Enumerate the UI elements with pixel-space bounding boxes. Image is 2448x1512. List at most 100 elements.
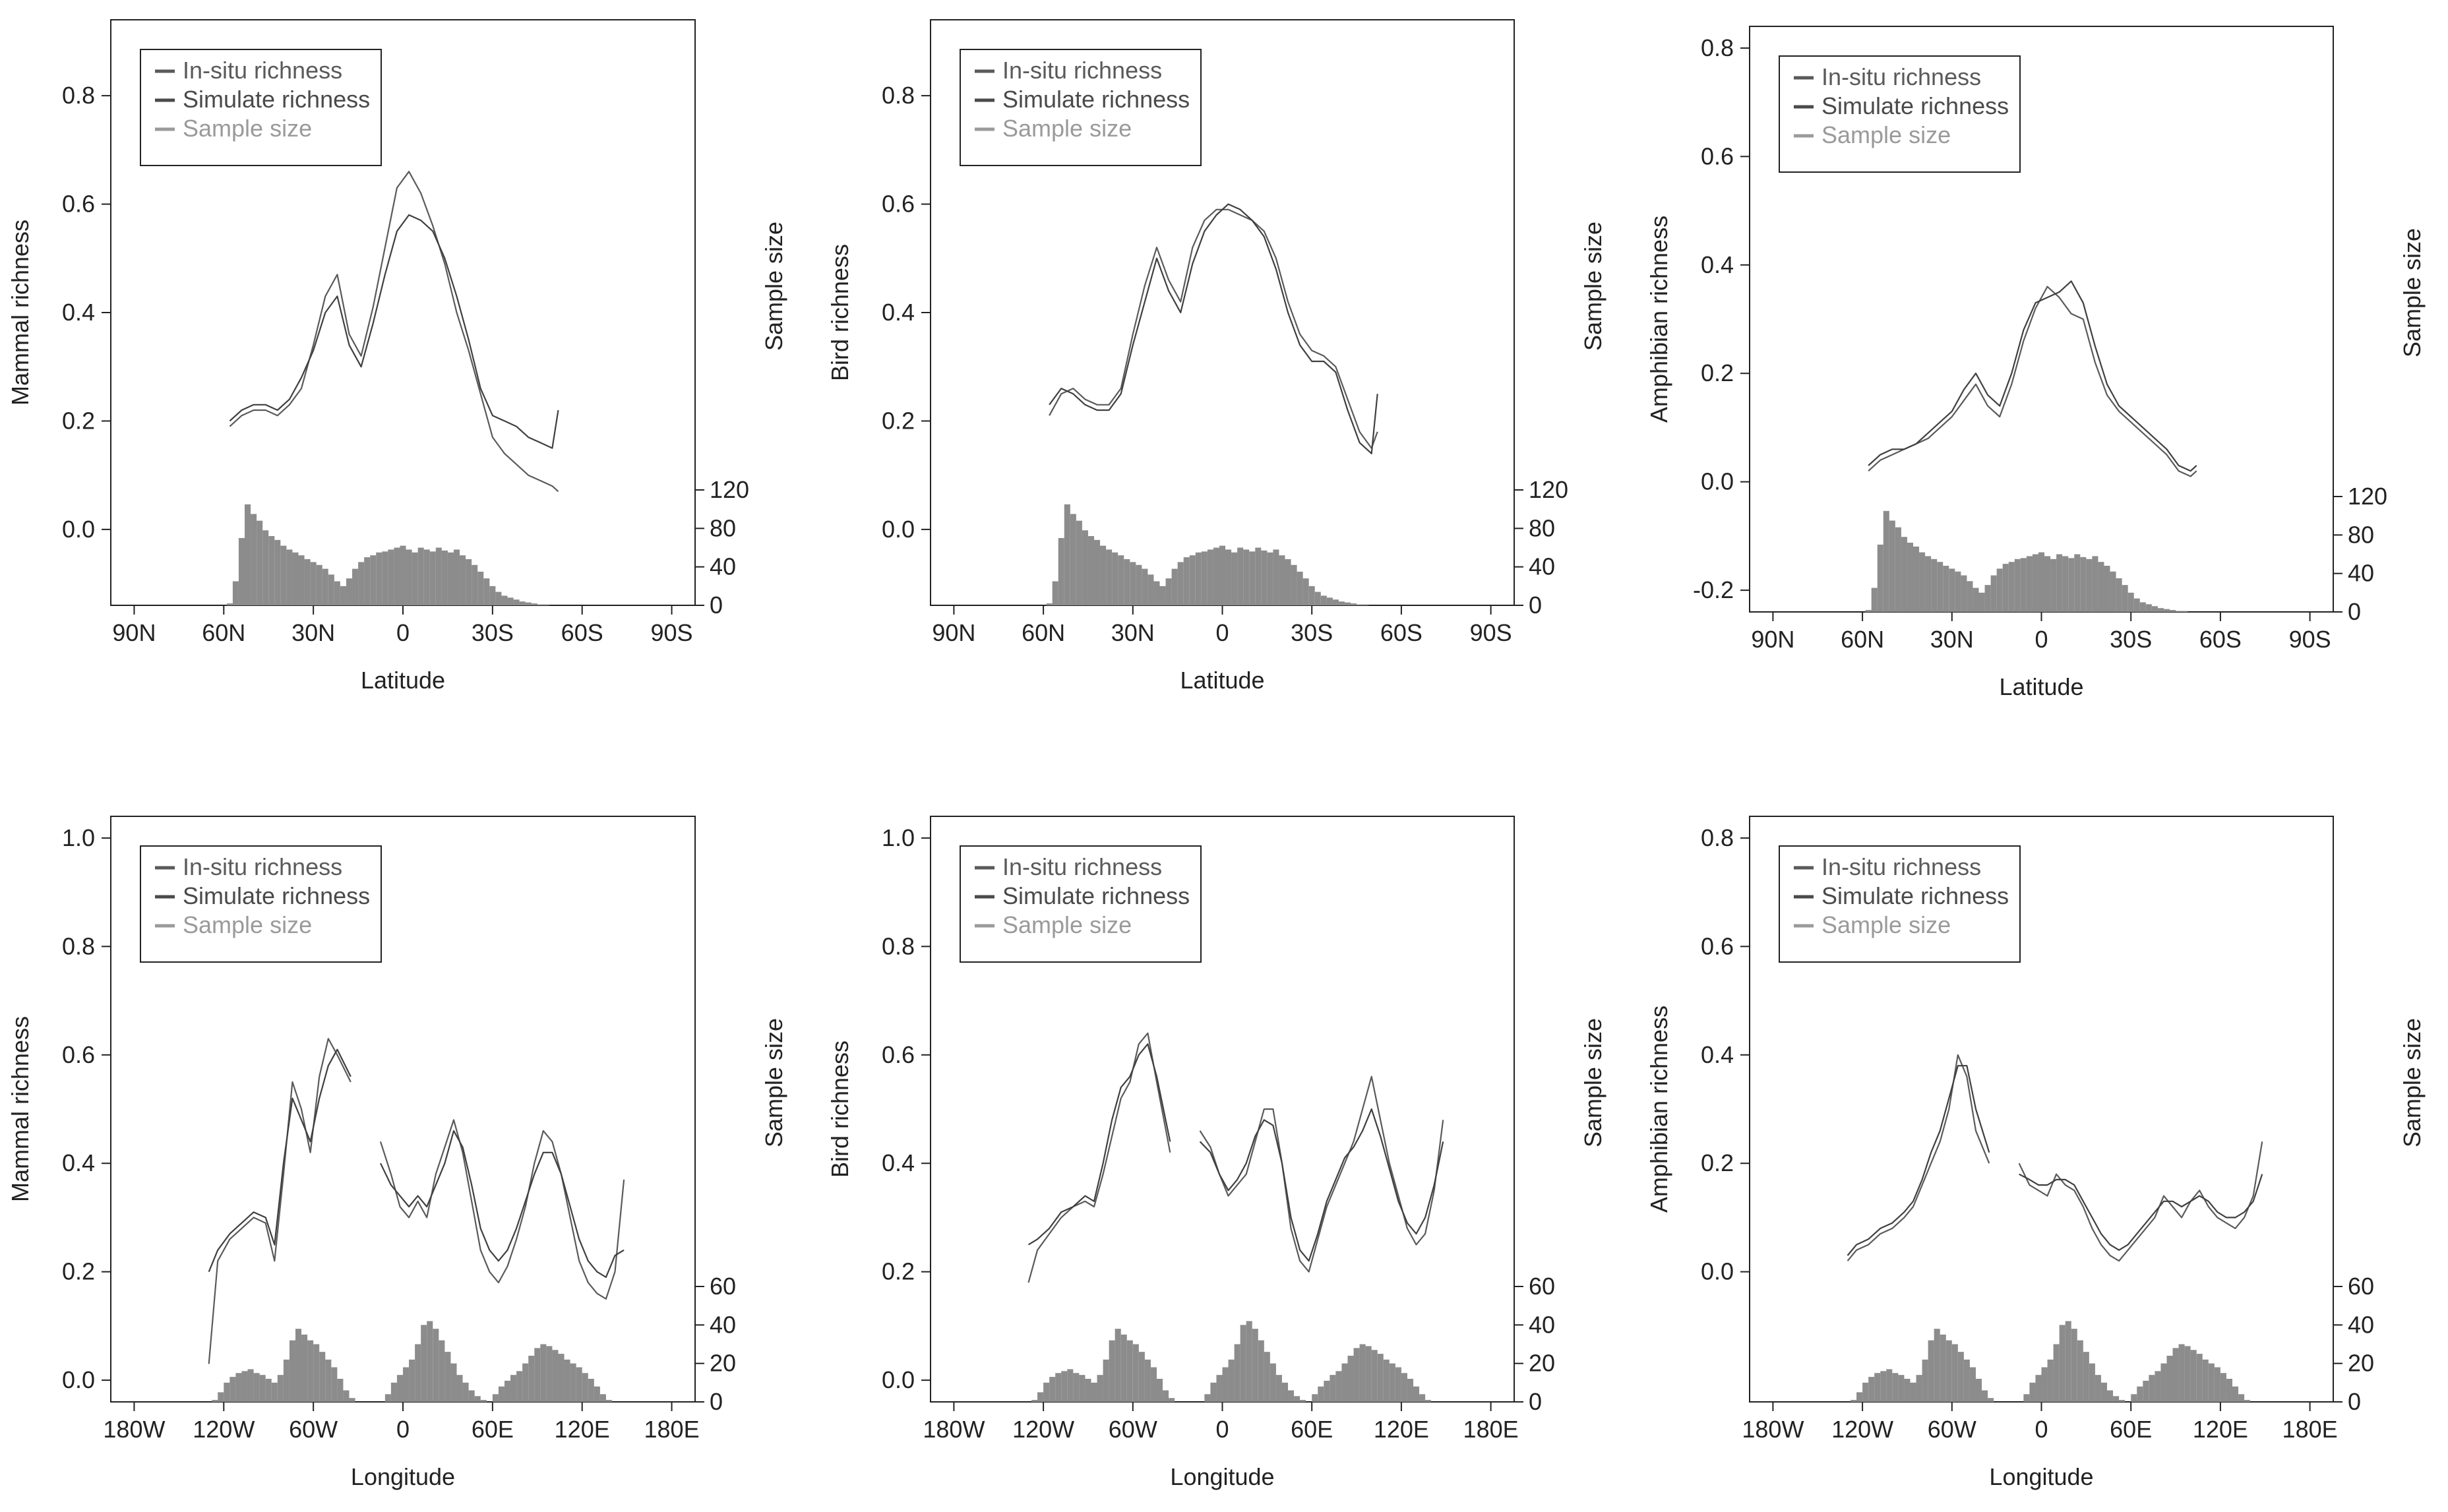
sample-size-bar: [2244, 1400, 2251, 1402]
sample-size-bar: [319, 1352, 326, 1402]
sample-size-bar: [2202, 1359, 2209, 1402]
x-axis-label: Latitude: [1999, 673, 2083, 700]
sample-size-bar: [1163, 1390, 1169, 1402]
sample-size-bar: [2176, 611, 2182, 612]
sample-size-bar: [346, 578, 353, 605]
legend-box: [960, 845, 1202, 963]
x-tick-label: 90N: [932, 619, 975, 646]
in-situ-richness-line: [1868, 286, 2197, 477]
sample-size-bar: [1156, 1379, 1163, 1402]
sample-size-bar: [1892, 1373, 1899, 1402]
sample-size-bar: [1281, 1382, 1289, 1402]
sample-size-bar: [423, 549, 430, 605]
sample-size-bar: [2131, 1394, 2137, 1402]
sample-size-bar: [2190, 1350, 2197, 1402]
sample-size-bar: [2133, 598, 2140, 612]
sample-size-bar: [558, 1354, 565, 1402]
y2-tick-label: 0: [1529, 1388, 1542, 1415]
sample-size-bar: [1150, 1367, 1157, 1402]
sample-size-bar: [1969, 1367, 1976, 1402]
sample-size-bar: [507, 597, 514, 605]
sample-size-bar: [483, 578, 490, 605]
sample-size-bar: [2050, 559, 2057, 612]
sample-size-bar: [1874, 1373, 1881, 1402]
y-tick-label: 0.0: [1701, 1258, 1734, 1285]
sample-size-bar: [1058, 537, 1064, 605]
sample-size-bar: [1055, 1373, 1062, 1402]
x-tick-label: 180E: [1463, 1416, 1519, 1443]
sample-size-bar: [1246, 1321, 1252, 1402]
sample-size-bar: [2214, 1367, 2220, 1402]
legend-label: Simulate richness: [1002, 86, 1190, 113]
sample-size-bar: [2151, 606, 2158, 612]
sample-size-bar: [1925, 556, 1932, 612]
sample-size-bar: [1136, 564, 1142, 605]
sample-size-bar: [316, 564, 322, 605]
sample-size-bar: [453, 549, 460, 605]
sample-size-bar: [1031, 1400, 1038, 1402]
sample-size-bar: [1318, 1386, 1324, 1402]
chart-panel-4: 180W 120W 60W 0 60E 120E 180E Longitude 0.0 0.2 0.…: [7, 816, 787, 1490]
sample-size-bar: [2086, 559, 2093, 612]
y2-tick-label: 0: [2348, 598, 2361, 625]
x-tick-label: 60E: [2110, 1416, 2152, 1443]
sample-size-bar: [259, 1375, 266, 1402]
sample-size-bar: [218, 1392, 224, 1402]
sample-size-bar: [1880, 1371, 1887, 1402]
simulate-richness-line: [1049, 203, 1378, 454]
sample-size-bar: [2080, 557, 2087, 612]
sample-size-bar: [322, 568, 328, 605]
sample-size-bar: [1073, 1373, 1080, 1402]
sample-size-bar: [1300, 1400, 1306, 1402]
sample-size-bar: [1967, 581, 1973, 612]
legend-box: [1779, 845, 2021, 963]
sample-size-bar: [1910, 1382, 1916, 1402]
sample-size-bar: [495, 591, 502, 605]
sample-size-bar: [1851, 1400, 1857, 1402]
sample-size-bar: [2023, 1394, 2030, 1402]
sample-size-bar: [1407, 1379, 1413, 1402]
sample-size-bar: [1294, 1396, 1300, 1402]
sample-size-bar: [1889, 520, 1895, 612]
sample-size-bar: [384, 1394, 391, 1402]
sample-size-bar: [1231, 552, 1238, 605]
x-tick-label: 60E: [1291, 1416, 1333, 1443]
sample-size-bar: [262, 530, 269, 605]
sample-size-bar: [349, 1398, 355, 1402]
y-axis-label: Amphibian richness: [1645, 216, 1672, 423]
x-tick-label: 120W: [1012, 1416, 1074, 1443]
sample-size-bar: [2110, 571, 2116, 612]
sample-size-bar: [412, 552, 418, 605]
x-tick-label: 0: [2035, 626, 2048, 653]
sample-size-bar: [343, 1390, 350, 1402]
y2-axis-label: Sample size: [1579, 1018, 1606, 1147]
y2-tick-label: 0: [710, 591, 723, 619]
sample-size-bar: [1308, 586, 1315, 605]
sample-size-bar: [1249, 551, 1256, 605]
y-tick-label: 0.4: [62, 299, 95, 326]
sample-size-bar: [570, 1363, 576, 1402]
sample-size-bar: [1138, 1352, 1145, 1402]
y-tick-label: 0.4: [1701, 1041, 1734, 1068]
y-tick-label: 0.2: [62, 407, 95, 434]
sample-size-bar: [2166, 1356, 2173, 1402]
sample-size-bar: [1877, 544, 1883, 612]
y-tick-label: 0.0: [882, 1366, 915, 1393]
sample-size-bar: [212, 1400, 218, 1402]
y-axis-label: Mammal richness: [7, 1016, 34, 1202]
legend-box: [1779, 55, 2021, 173]
sample-size-bar: [1112, 552, 1118, 605]
x-tick-label: 60W: [1928, 1416, 1976, 1443]
x-tick-label: 180W: [103, 1416, 165, 1443]
sample-size-bar: [462, 1382, 469, 1402]
sample-size-bar: [1988, 1398, 1994, 1402]
sample-size-bar: [1153, 581, 1160, 605]
sample-size-bar: [2041, 1367, 2048, 1402]
y-tick-label: 0.6: [1701, 932, 1734, 959]
sample-size-bar: [295, 1329, 302, 1402]
x-axis-label: Longitude: [1989, 1463, 2093, 1490]
x-tick-label: 120E: [2193, 1416, 2248, 1443]
x-tick-label: 180W: [1742, 1416, 1804, 1443]
sample-size-bar: [510, 1375, 517, 1402]
chart-panel-2: 90N 60N 30N 0 30S 60S 90S Latitude 0.0 0.2 0.4 0.6 0…: [826, 19, 1606, 694]
